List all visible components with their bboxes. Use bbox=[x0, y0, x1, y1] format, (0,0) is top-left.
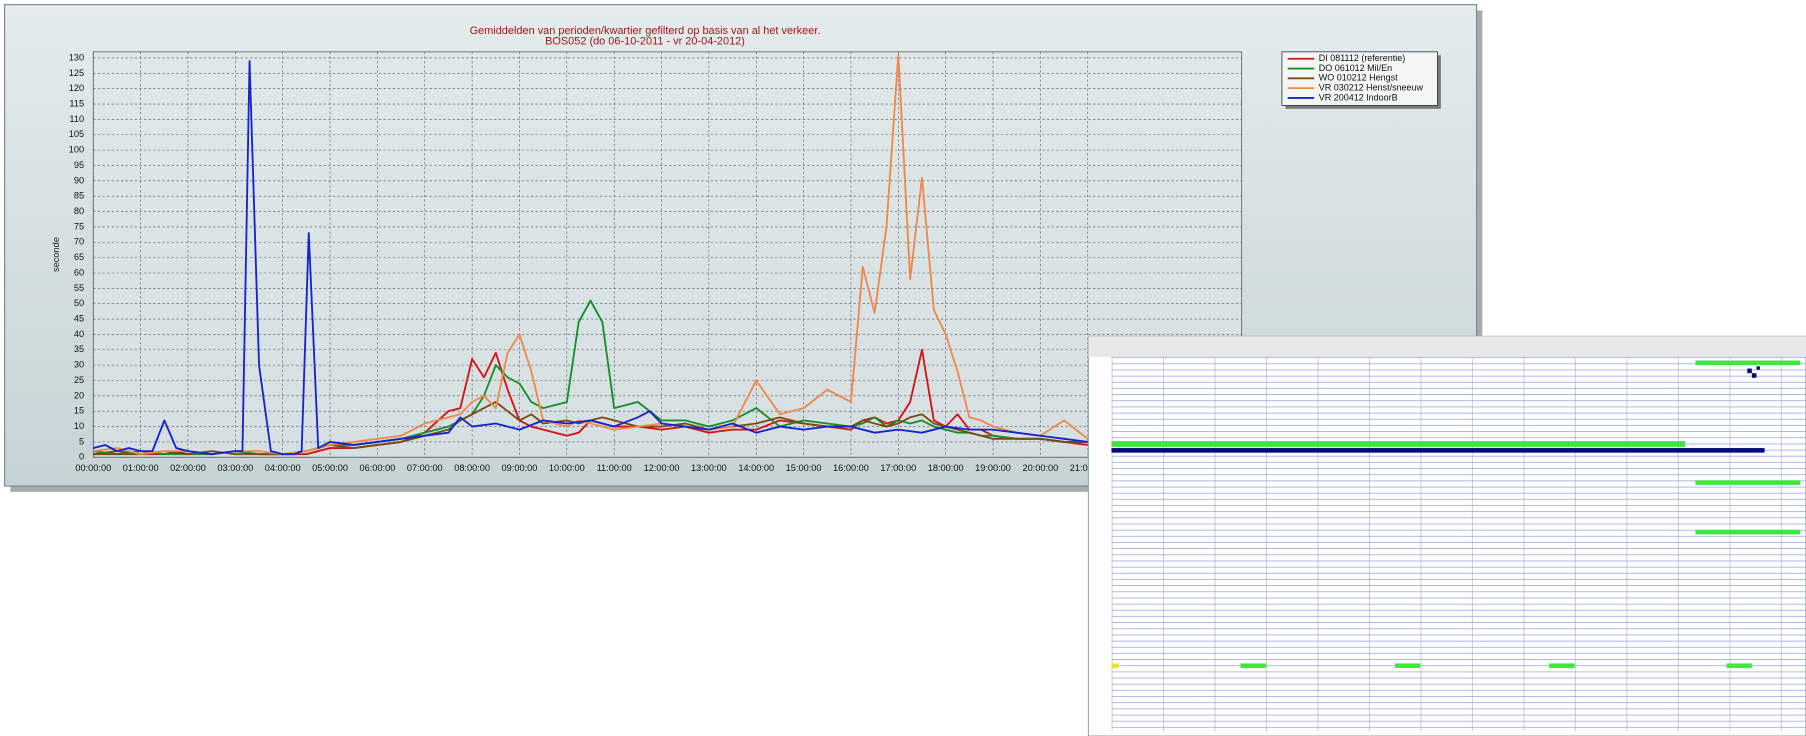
gantt-marker bbox=[1756, 366, 1760, 370]
gantt-marker bbox=[1751, 373, 1757, 378]
y-tick-label: 100 bbox=[69, 145, 84, 155]
y-tick-label: 10 bbox=[74, 421, 84, 431]
legend-label: VR 030212 Henst/sneeuw bbox=[1319, 82, 1424, 92]
gantt-rows bbox=[1111, 357, 1806, 732]
y-tick-label: 60 bbox=[74, 267, 84, 277]
legend-label: DI 081112 (referentie) bbox=[1319, 53, 1405, 63]
legend-label: VR 200412 IndoorB bbox=[1319, 92, 1398, 102]
y-tick-label: 85 bbox=[74, 191, 84, 201]
x-tick-label: 02:00:00 bbox=[170, 463, 206, 473]
gantt-bar bbox=[1549, 663, 1575, 669]
y-tick-label: 50 bbox=[74, 298, 84, 308]
x-tick-label: 06:00:00 bbox=[360, 463, 396, 473]
gantt-bar bbox=[1240, 663, 1266, 669]
gantt-bar bbox=[1111, 448, 1765, 453]
series-line bbox=[93, 53, 1089, 456]
legend-label: DO 061012 Mil/En bbox=[1319, 63, 1392, 73]
x-tick-label: 17:00:00 bbox=[880, 463, 916, 473]
x-tick-label: 10:00:00 bbox=[549, 463, 585, 473]
gantt-bar bbox=[1695, 480, 1801, 485]
gantt-bar bbox=[1111, 663, 1119, 669]
x-tick-label: 19:00:00 bbox=[975, 463, 1011, 473]
legend: DI 081112 (referentie)DO 061012 Mil/EnWO… bbox=[1281, 51, 1441, 109]
chart-title: Gemiddelden van perioden/kwartier gefilt… bbox=[470, 25, 821, 37]
x-tick-label: 21:00:00 bbox=[1070, 463, 1106, 473]
x-tick-label: 18:00:00 bbox=[928, 463, 964, 473]
y-tick-label: 75 bbox=[74, 221, 84, 231]
x-tick-label: 04:00:00 bbox=[265, 463, 301, 473]
y-tick-label: 115 bbox=[69, 98, 84, 108]
y-tick-label: 45 bbox=[74, 313, 84, 323]
series-line bbox=[93, 60, 1088, 456]
y-tick-label: 125 bbox=[69, 68, 84, 78]
x-tick-label: 15:00:00 bbox=[786, 463, 822, 473]
y-tick-label: 80 bbox=[74, 206, 84, 216]
y-tick-label: 5 bbox=[79, 436, 84, 446]
x-tick-label: 01:00:00 bbox=[123, 463, 159, 473]
gantt-window bbox=[1087, 335, 1806, 736]
gantt-bar bbox=[1394, 663, 1421, 669]
y-tick-label: 35 bbox=[74, 344, 84, 354]
y-tick-label: 15 bbox=[74, 406, 84, 416]
x-tick-label: 13:00:00 bbox=[691, 463, 727, 473]
x-tick-label: 03:00:00 bbox=[217, 463, 253, 473]
y-tick-label: 105 bbox=[69, 129, 84, 139]
x-tick-label: 11:00:00 bbox=[597, 463, 632, 473]
y-tick-label: 130 bbox=[69, 52, 84, 62]
y-tick-label: 90 bbox=[74, 175, 84, 185]
y-tick-label: 30 bbox=[74, 360, 84, 370]
x-tick-label: 08:00:00 bbox=[454, 463, 490, 473]
chart-subtitle: BOS052 (do 06-10-2011 - vr 20-04-2012) bbox=[545, 35, 745, 47]
y-tick-label: 40 bbox=[74, 329, 84, 339]
x-tick-label: 16:00:00 bbox=[833, 463, 869, 473]
x-tick-label: 00:00:00 bbox=[75, 463, 111, 473]
y-tick-label: 110 bbox=[69, 114, 84, 124]
gantt-bar bbox=[1695, 360, 1801, 366]
gantt-bar bbox=[1695, 529, 1801, 535]
plot: 0 5 10 15 20 25 30 35 40 45 50 55 60 65 70 75 80 85 90 95 10… bbox=[69, 51, 1242, 473]
x-tick-label: 05:00:00 bbox=[312, 463, 348, 473]
y-tick-label: 0 bbox=[79, 452, 84, 462]
gantt-header bbox=[1088, 336, 1806, 358]
y-tick-label: 70 bbox=[74, 237, 84, 247]
y-axis-label: seconde bbox=[51, 237, 61, 272]
gantt-bar bbox=[1726, 663, 1752, 669]
y-tick-label: 55 bbox=[74, 283, 84, 293]
x-tick-label: 14:00:00 bbox=[738, 463, 774, 473]
y-tick-label: 95 bbox=[74, 160, 84, 170]
x-tick-label: 12:00:00 bbox=[644, 463, 680, 473]
x-tick-label: 09:00:00 bbox=[502, 463, 538, 473]
y-tick-label: 65 bbox=[74, 252, 84, 262]
legend-label: WO 010212 Hengst bbox=[1319, 73, 1398, 83]
x-tick-label: 20:00:00 bbox=[1022, 463, 1058, 473]
gantt-marker bbox=[1747, 368, 1752, 374]
gantt-bar bbox=[1111, 441, 1686, 447]
y-tick-label: 20 bbox=[74, 390, 84, 400]
y-tick-label: 120 bbox=[69, 83, 84, 93]
y-tick-label: 25 bbox=[74, 375, 84, 385]
x-tick-label: 07:00:00 bbox=[407, 463, 443, 473]
plot-area bbox=[92, 51, 1243, 458]
